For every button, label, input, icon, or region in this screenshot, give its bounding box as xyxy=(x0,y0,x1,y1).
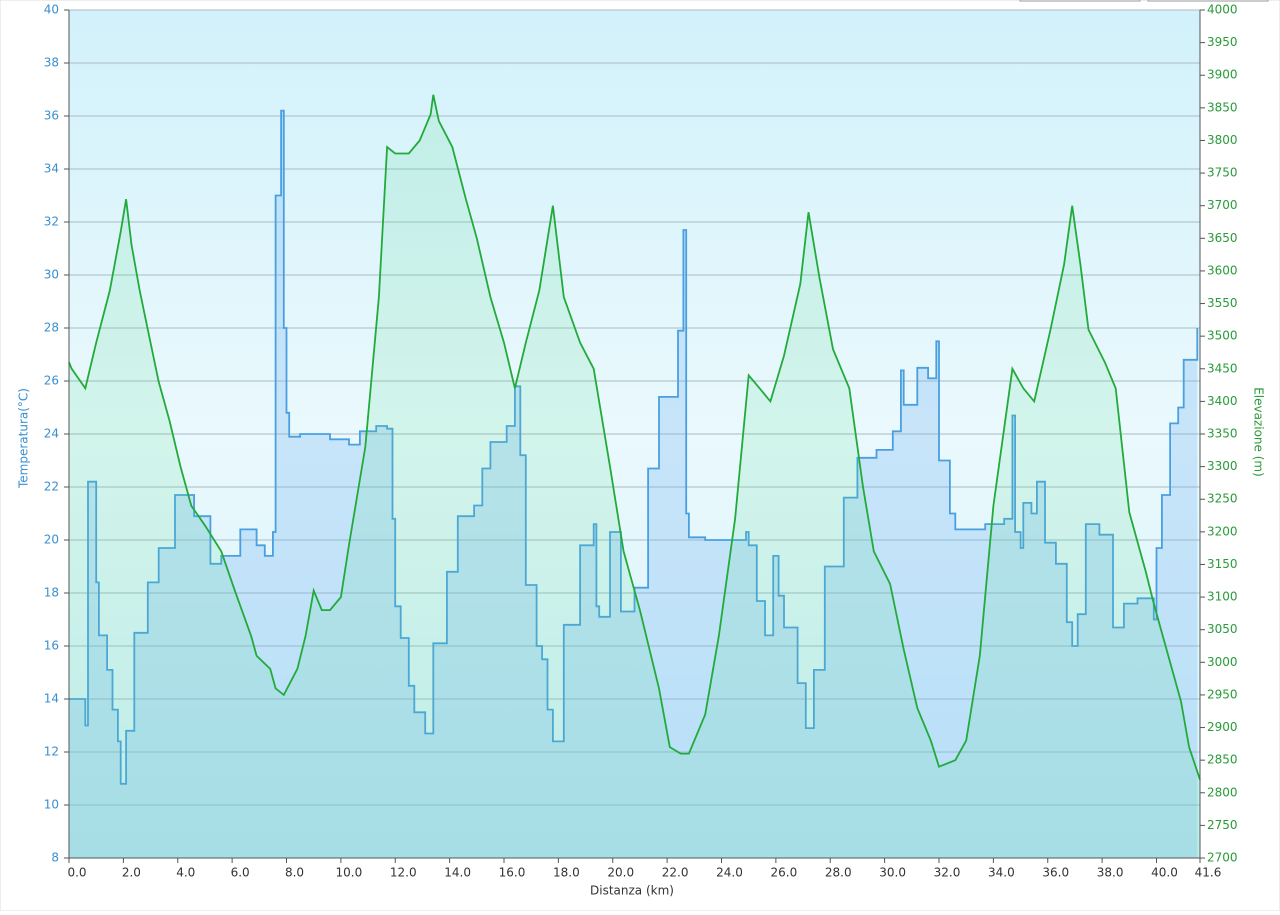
x-tick-label: 24.0 xyxy=(716,866,743,880)
y-tick-label: 22 xyxy=(44,480,59,494)
x-tick-label: 20.0 xyxy=(607,866,634,880)
y2-tick-label: 3000 xyxy=(1207,655,1238,669)
line xyxy=(68,94,1201,780)
x-tick-label: 14.0 xyxy=(444,866,471,880)
area xyxy=(69,94,1200,859)
y2-tick-label: 3100 xyxy=(1207,590,1238,604)
y-tick-label: 30 xyxy=(44,268,59,282)
y2-tick-label: 3350 xyxy=(1207,427,1238,441)
y-tick-label: 34 xyxy=(44,162,59,176)
x-tick-label: 0.0 xyxy=(67,866,86,880)
y-tick-label: 10 xyxy=(44,798,59,812)
x-tick-label: 16.0 xyxy=(499,866,526,880)
y-tick-label: 16 xyxy=(44,639,59,653)
y2-tick-label: 3900 xyxy=(1207,68,1238,82)
x-tick-label: 38.0 xyxy=(1097,866,1124,880)
x-tick-label: 32.0 xyxy=(934,866,961,880)
y2-tick-label: 3050 xyxy=(1207,622,1238,636)
y2-tick-label: 3700 xyxy=(1207,198,1238,212)
y2-tick-label: 2950 xyxy=(1207,687,1238,701)
y-tick-label: 18 xyxy=(44,586,59,600)
x-tick-label: 2.0 xyxy=(122,866,141,880)
y-tick-label: 38 xyxy=(44,56,59,70)
x-tick-label: 28.0 xyxy=(825,866,852,880)
y2-tick-label: 3450 xyxy=(1207,361,1238,375)
y2-tick-label: 3250 xyxy=(1207,492,1238,506)
y-tick-label: 14 xyxy=(44,692,59,706)
x-tick-label: 41.6 xyxy=(1195,866,1222,880)
x-tick-label: 30.0 xyxy=(879,866,906,880)
y2-tick-label: 3750 xyxy=(1207,166,1238,180)
y2-tick-label: 3500 xyxy=(1207,329,1238,343)
x-tick-label: 4.0 xyxy=(176,866,195,880)
x-axis-title: Distanza (km) xyxy=(590,884,674,898)
y-tick-label: 40 xyxy=(44,3,59,17)
y2-tick-label: 3400 xyxy=(1207,394,1238,408)
y2-tick-label: 2800 xyxy=(1207,785,1238,799)
x-tick-label: 40.0 xyxy=(1151,866,1178,880)
y2-tick-label: 3300 xyxy=(1207,459,1238,473)
y2-tick-label: 2700 xyxy=(1207,851,1238,865)
y-tick-label: 32 xyxy=(44,215,59,229)
x-tick-label: 22.0 xyxy=(662,866,689,880)
y2-tick-label: 4000 xyxy=(1207,3,1238,17)
y-axis-title: Temperatura(°C) xyxy=(17,388,31,489)
x-tick-label: 8.0 xyxy=(285,866,304,880)
y-tick-label: 8 xyxy=(51,851,59,865)
x-tick-label: 26.0 xyxy=(771,866,798,880)
y-tick-label: 24 xyxy=(44,427,59,441)
y2-tick-label: 3800 xyxy=(1207,133,1238,147)
y-tick-label: 20 xyxy=(44,533,59,547)
y2-tick-label: 3850 xyxy=(1207,100,1238,114)
x-tick-label: 12.0 xyxy=(390,866,417,880)
x-tick-label: 34.0 xyxy=(988,866,1015,880)
y2-tick-label: 3600 xyxy=(1207,263,1238,277)
y2-tick-label: 3650 xyxy=(1207,231,1238,245)
y2-axis-title: Elevazione (m) xyxy=(1252,387,1266,477)
button[interactable] xyxy=(1147,0,1269,2)
y-tick-label: 12 xyxy=(44,745,59,759)
y-tick-label: 26 xyxy=(44,374,59,388)
line xyxy=(69,109,1199,785)
y2-tick-label: 3950 xyxy=(1207,35,1238,49)
y2-tick-label: 2750 xyxy=(1207,818,1238,832)
y2-tick-label: 3550 xyxy=(1207,296,1238,310)
y2-tick-label: 2850 xyxy=(1207,753,1238,767)
area xyxy=(69,110,1198,858)
x-tick-label: 6.0 xyxy=(231,866,250,880)
y2-tick-label: 2900 xyxy=(1207,720,1238,734)
y2-tick-label: 3150 xyxy=(1207,557,1238,571)
y2-tick-label: 3200 xyxy=(1207,524,1238,538)
x-tick-label: 18.0 xyxy=(553,866,580,880)
y-tick-label: 28 xyxy=(44,321,59,335)
y-tick-label: 36 xyxy=(44,109,59,123)
button[interactable] xyxy=(1019,0,1141,2)
x-tick-label: 36.0 xyxy=(1042,866,1069,880)
x-tick-label: 10.0 xyxy=(336,866,363,880)
